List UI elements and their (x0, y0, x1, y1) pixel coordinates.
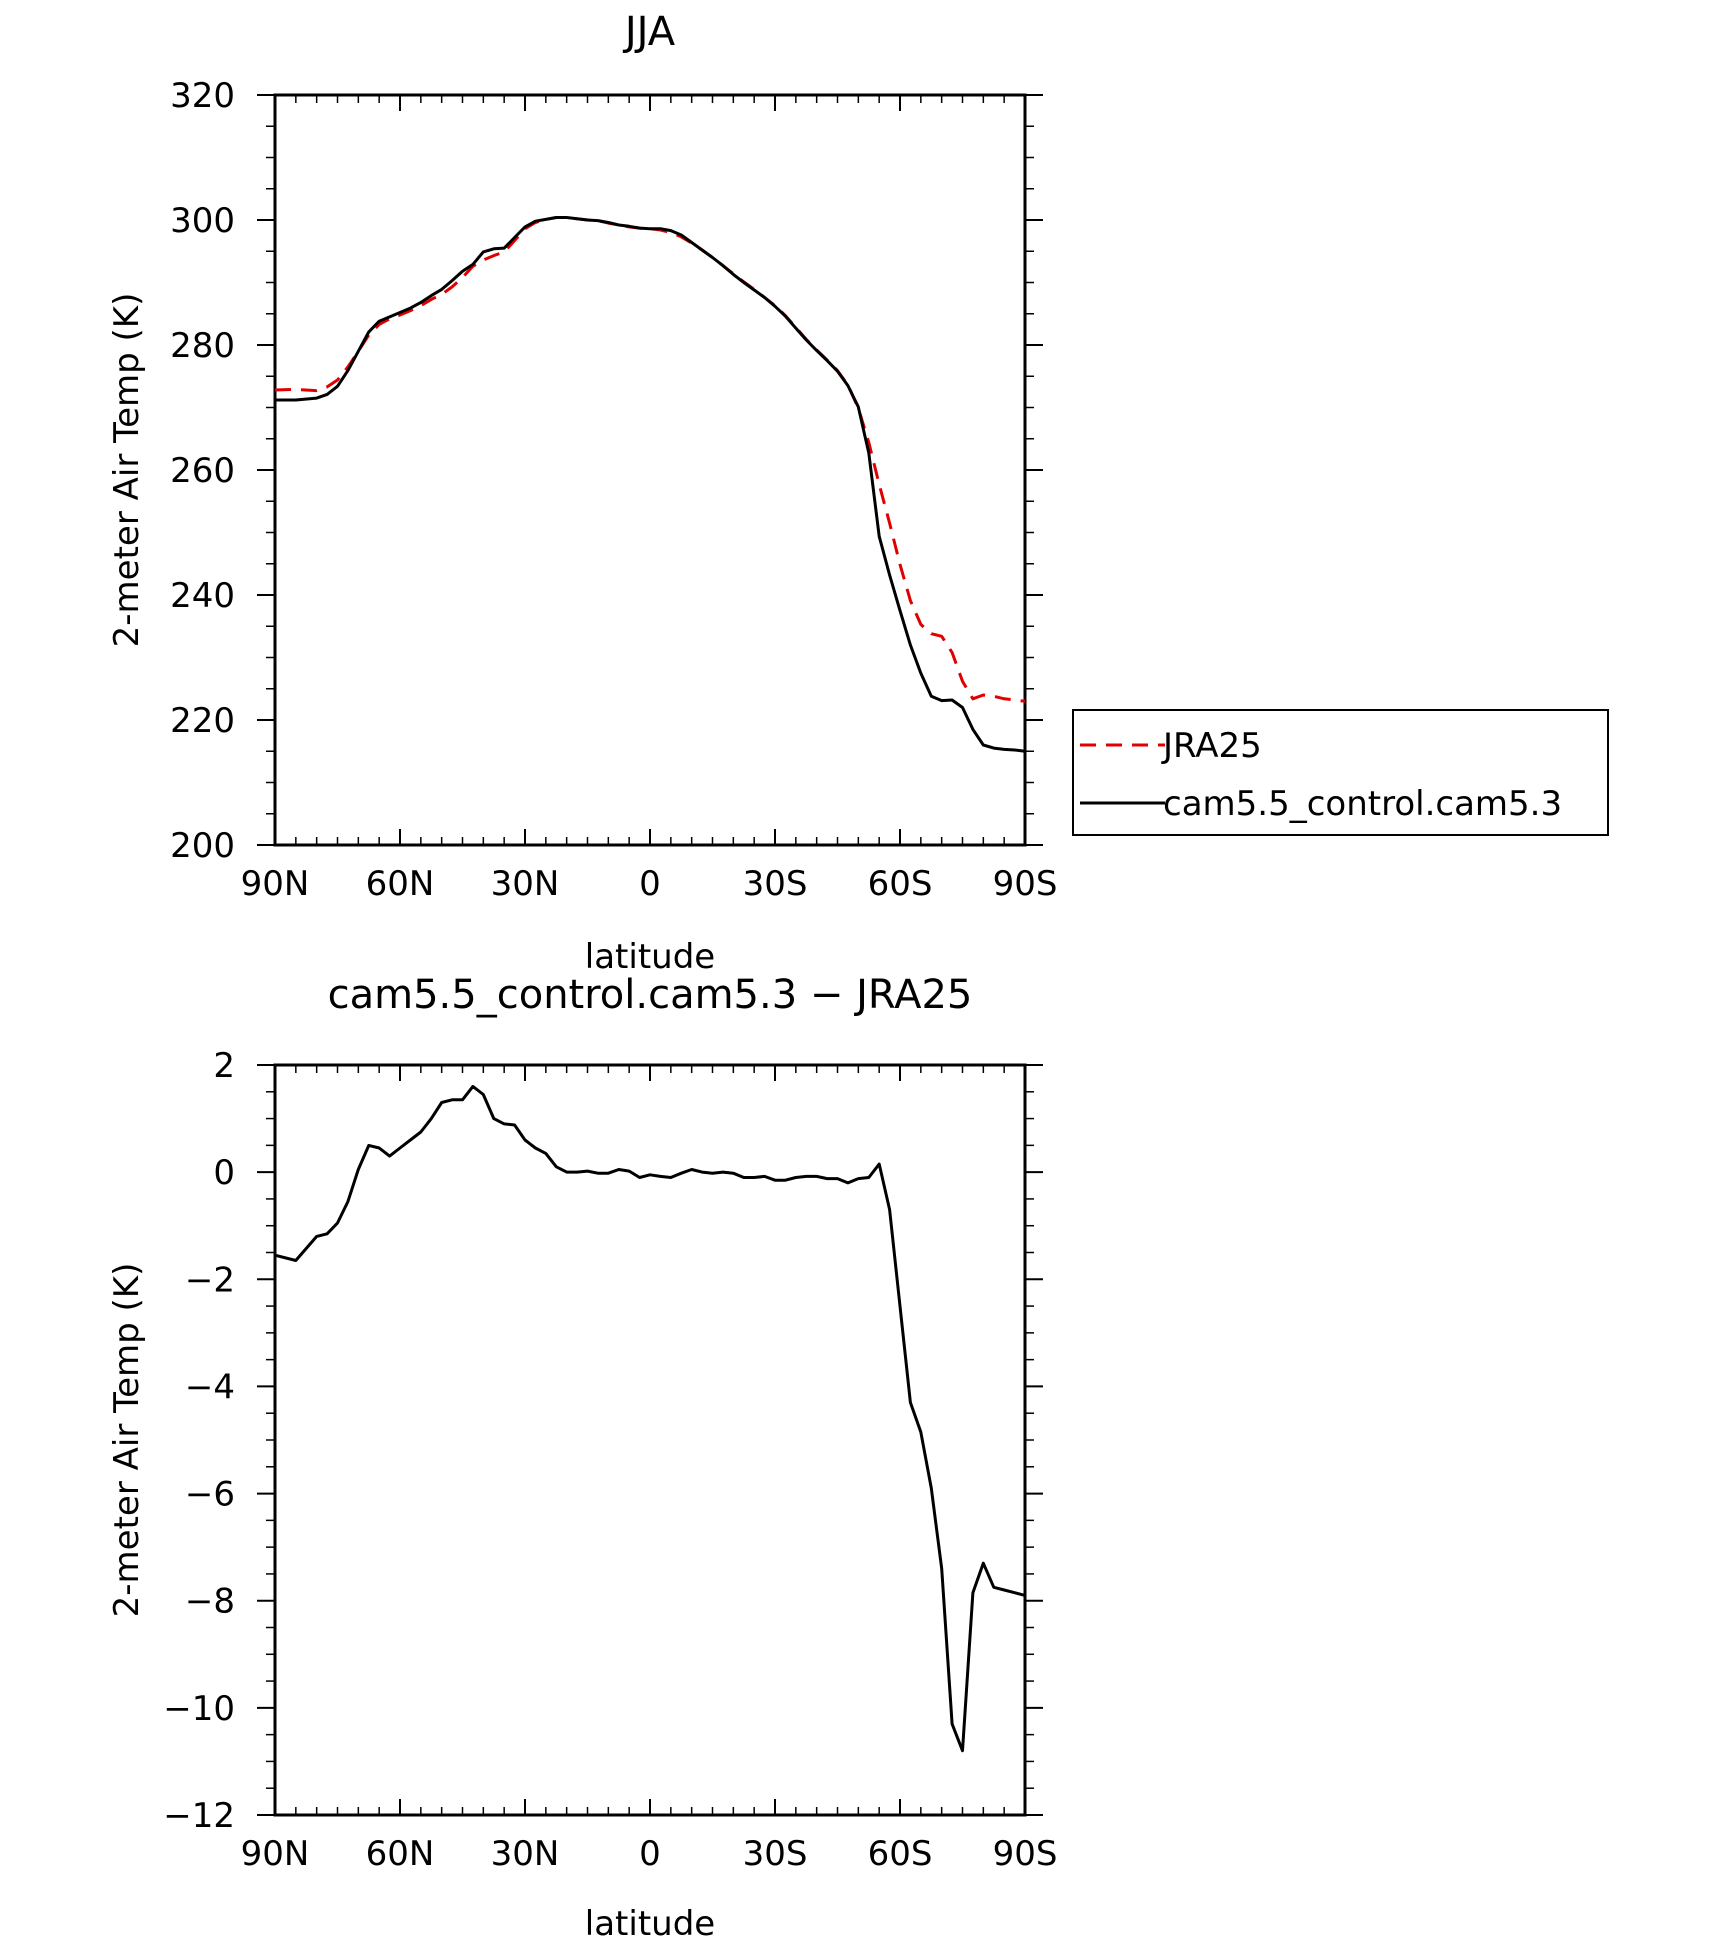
legend-label-jra25: JRA25 (1161, 726, 1262, 766)
top-series-line-1 (274, 216, 1026, 703)
bottom-x-tick-label: 60N (366, 1834, 435, 1874)
bottom-y-tick-label: −12 (163, 1796, 235, 1836)
bottom-x-axis-label: latitude (585, 1904, 715, 1939)
top-series-line-2 (275, 216, 1026, 753)
top-x-tick-label: 60S (868, 864, 933, 904)
bottom-chart-title: cam5.5_control.cam5.3 − JRA25 (328, 972, 973, 1018)
bottom-y-tick-label: 0 (213, 1153, 235, 1193)
top-y-tick-label: 240 (170, 576, 235, 616)
top-y-tick-label: 260 (170, 451, 235, 491)
top-series-group (274, 216, 1026, 753)
bottom-series-group (274, 1084, 1026, 1753)
bottom-x-tick-label: 30N (491, 1834, 560, 1874)
top-y-axis-label: 2-meter Air Temp (K) (107, 293, 147, 648)
bottom-x-tick-label: 90N (241, 1834, 310, 1874)
bottom-y-tick-label: −8 (185, 1582, 235, 1622)
legend-box (1072, 709, 1609, 836)
bottom-x-tick-label: 30S (743, 1834, 808, 1874)
bottom-chart: cam5.5_control.cam5.3 − JRA25 90N 60N 30N 0… (107, 972, 1057, 1939)
bottom-series-line-1 (274, 1084, 1026, 1753)
top-y-tick-label: 300 (170, 201, 235, 241)
top-y-tick-label: 320 (170, 76, 235, 116)
bottom-y-axis-label: 2-meter Air Temp (K) (107, 1263, 147, 1618)
top-chart-title: JJA (622, 9, 676, 55)
bottom-x-tick-label: 90S (993, 1834, 1058, 1874)
top-x-tick-label: 90N (241, 864, 310, 904)
top-x-axis-label: latitude (585, 937, 715, 977)
bottom-plot-frame (273, 1063, 1027, 1817)
top-plot-frame (273, 93, 1027, 847)
top-x-tick-label: 30N (491, 864, 560, 904)
top-y-tick-label: 200 (170, 826, 235, 866)
bottom-y-tick-label: −2 (185, 1260, 235, 1300)
legend-label-cam: cam5.5_control.cam5.3 (1163, 784, 1562, 824)
bottom-y-tick-label: −6 (185, 1475, 235, 1515)
top-x-tick-label: 30S (743, 864, 808, 904)
top-chart: JJA 90N 60N 30N 0 30S 60S 90S 200 220 240 260 280 30… (107, 9, 1057, 977)
top-y-tick-label: 220 (170, 701, 235, 741)
bottom-y-tick-label: 2 (213, 1046, 235, 1086)
legend: JRA25 cam5.5_control.cam5.3 (1072, 709, 1609, 836)
bottom-y-tick-label: −4 (185, 1367, 235, 1407)
bottom-axis-ticks: 90N 60N 30N 0 30S 60S 90S −12 −10 −8 −6 −4 −2 0 2 (163, 1046, 1057, 1874)
bottom-x-tick-label: 60S (868, 1834, 933, 1874)
top-x-tick-label: 0 (639, 864, 661, 904)
bottom-x-tick-label: 0 (639, 1834, 661, 1874)
top-y-tick-label: 280 (170, 326, 235, 366)
top-x-tick-label: 90S (993, 864, 1058, 904)
top-x-tick-label: 60N (366, 864, 435, 904)
top-axis-ticks: 90N 60N 30N 0 30S 60S 90S 200 220 240 260 280 300 320 (170, 76, 1057, 904)
bottom-y-tick-label: −10 (163, 1689, 235, 1729)
